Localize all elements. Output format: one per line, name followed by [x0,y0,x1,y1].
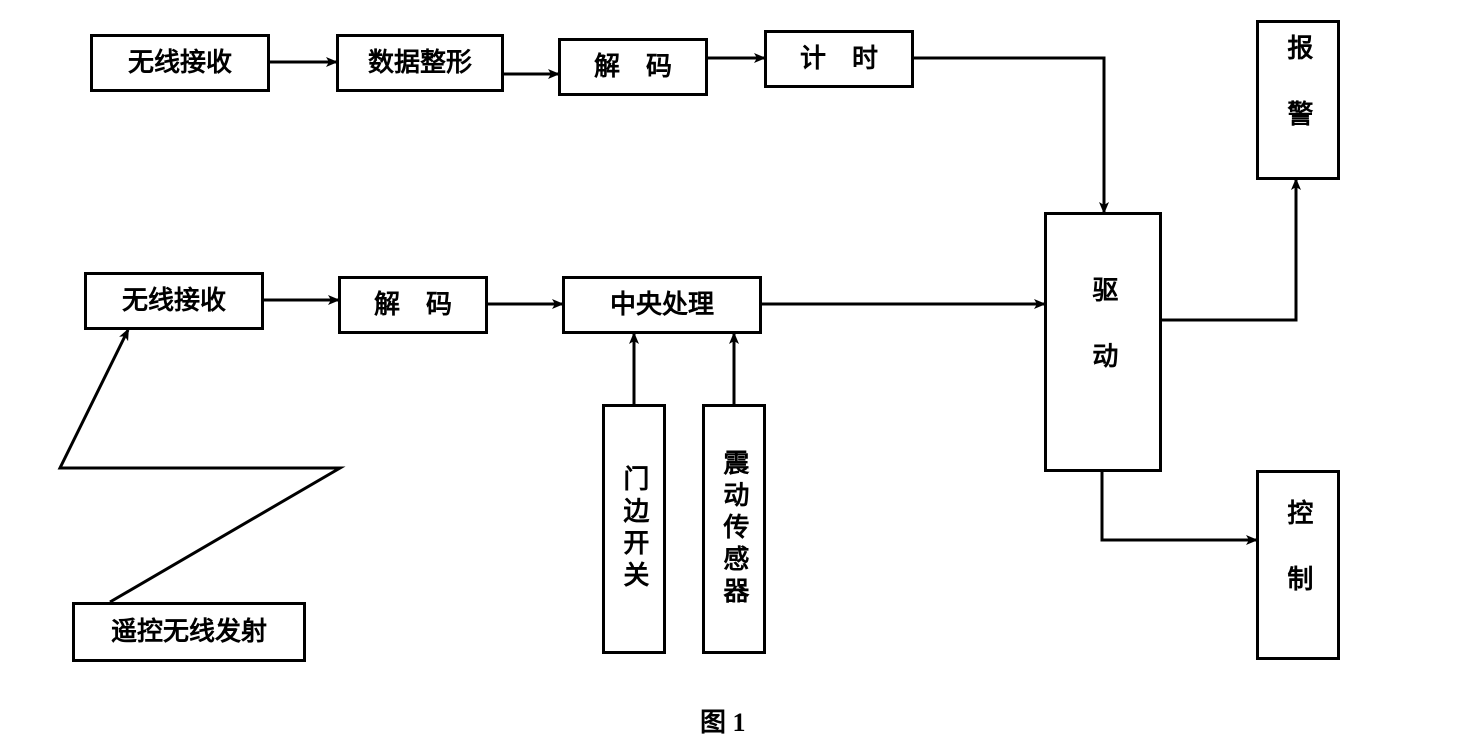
node-label-shape: 数据整形 [368,46,472,80]
node-label-cpu: 中央处理 [610,288,714,322]
node-ctrl: 控制 [1256,470,1340,660]
node-dec1: 解 码 [558,38,708,96]
node-rx2: 无线接收 [84,272,264,330]
node-label-drive: 驱动 [1086,276,1120,408]
node-label-rx2: 无线接收 [122,284,226,318]
node-label-dec1: 解 码 [594,50,672,84]
node-timer: 计 时 [764,30,914,88]
edge-remote-to-rx2 [60,330,340,602]
node-rx1: 无线接收 [90,34,270,92]
node-label-vib: 震动传感器 [717,449,751,609]
node-label-alarm: 报警 [1281,34,1315,166]
node-label-ctrl: 控制 [1281,499,1315,631]
node-label-dec2: 解 码 [374,288,452,322]
node-label-door: 门边开关 [617,465,651,593]
node-remote: 遥控无线发射 [72,602,306,662]
node-cpu: 中央处理 [562,276,762,334]
node-alarm: 报警 [1256,20,1340,180]
edge-drive-to-ctrl [1102,472,1256,540]
node-dec2: 解 码 [338,276,488,334]
node-label-timer: 计 时 [800,42,878,76]
flowchart-canvas: 无线接收数据整形解 码计 时报警无线接收解 码中央处理驱动门边开关震动传感器控制… [0,0,1460,756]
edge-timer-to-drive [914,58,1104,212]
node-drive: 驱动 [1044,212,1162,472]
edge-drive-to-alarm [1162,180,1296,320]
figure-caption: 图 1 [700,702,746,739]
node-vib: 震动传感器 [702,404,766,654]
node-shape: 数据整形 [336,34,504,92]
node-label-remote: 遥控无线发射 [111,615,267,649]
node-label-rx1: 无线接收 [128,46,232,80]
node-door: 门边开关 [602,404,666,654]
